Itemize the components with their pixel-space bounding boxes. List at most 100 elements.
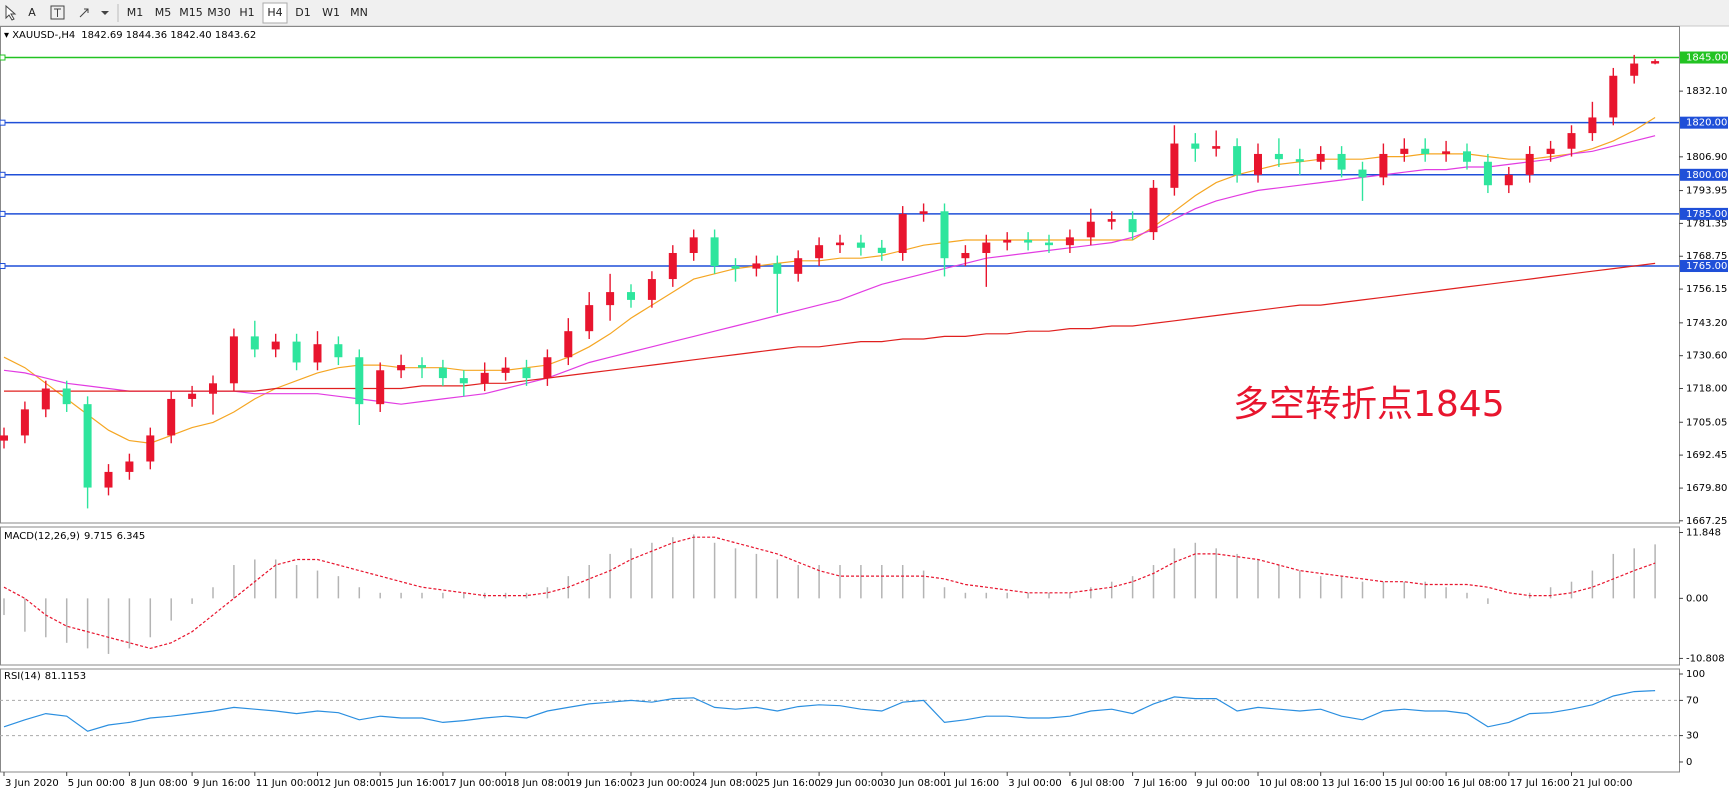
candle-body — [418, 365, 426, 368]
x-tick-label: 15 Jun 16:00 — [381, 778, 445, 789]
x-tick-label: 9 Jul 00:00 — [1196, 778, 1250, 789]
rsi-line — [3, 690, 1656, 732]
x-tick-label: 6 Jul 08:00 — [1071, 778, 1125, 789]
y-tick-label: 1705.05 — [1686, 417, 1727, 428]
candle-body — [167, 398, 176, 436]
level-label-bg — [1680, 260, 1728, 273]
candle-body — [1065, 237, 1074, 246]
candle-body — [1274, 153, 1283, 160]
candle-body — [1128, 219, 1137, 233]
candle-body — [1630, 63, 1639, 76]
candle-body — [982, 242, 991, 253]
x-tick-label: 30 Jun 08:00 — [883, 778, 947, 789]
candle-body — [83, 404, 92, 488]
candle-body — [292, 341, 301, 363]
y-tick-label: 1781.35 — [1686, 218, 1727, 229]
candle-body — [1358, 169, 1367, 178]
candle-body — [794, 258, 803, 274]
y-tick-label: 1730.60 — [1686, 351, 1727, 362]
candle-body — [125, 461, 134, 472]
candle-body — [20, 409, 29, 436]
candle-body — [334, 344, 343, 358]
candle-body — [961, 252, 970, 259]
candle-body — [397, 365, 406, 371]
candle-body — [1233, 146, 1242, 175]
candle-body — [898, 213, 907, 253]
candle-body — [836, 242, 844, 246]
timeframe-button[interactable]: MN — [350, 6, 368, 19]
moving-average — [3, 135, 1656, 405]
candle-body — [773, 263, 782, 274]
candle-body — [1567, 133, 1576, 149]
candle-body — [501, 367, 510, 373]
candle-body — [1024, 239, 1033, 243]
candle-body — [355, 357, 364, 405]
timeframes: M1 M5 M15 M30 H1 H4 D1 W1 MN — [127, 2, 368, 24]
annotation: 多空转折点1845 — [1233, 384, 1505, 425]
candle-body — [856, 242, 865, 248]
objects-tool[interactable] — [79, 8, 109, 18]
x-tick-label: 7 Jul 16:00 — [1134, 778, 1188, 789]
rsi-title: RSI(14) — [4, 671, 41, 682]
level-label: 1800.00 — [1686, 170, 1727, 181]
candle-body — [250, 336, 259, 350]
symbol: ▾ — [4, 30, 12, 41]
y-tick-label: 0.00 — [1686, 593, 1708, 604]
y-tick-label: 1718.00 — [1686, 384, 1727, 395]
candle-body — [1254, 153, 1262, 175]
text-tool[interactable]: A — [28, 6, 36, 19]
timeframe-button[interactable]: H1 — [239, 6, 254, 19]
timeframe-button[interactable]: M30 — [207, 6, 231, 19]
x-tick-label: 17 Jun 00:00 — [444, 778, 508, 789]
y-tick-label: 1667.25 — [1686, 516, 1727, 527]
cursor-icon[interactable] — [5, 4, 17, 21]
y-tick-label: 100 — [1686, 669, 1705, 680]
level-handle — [0, 210, 6, 217]
level-handle — [0, 119, 6, 126]
y-tick-label: 1743.20 — [1686, 318, 1727, 329]
candle-body — [146, 435, 155, 462]
x-tick-label: 8 Jun 08:00 — [130, 778, 187, 789]
timeframe-button[interactable]: W1 — [322, 6, 340, 19]
candle-body — [564, 331, 573, 358]
candle-body — [313, 344, 322, 363]
y-tick-label: 1806.90 — [1686, 152, 1727, 163]
x-tick-label: 25 Jun 16:00 — [757, 778, 821, 789]
y-tick-label: 1768.75 — [1686, 251, 1727, 262]
timeframe-button[interactable]: M15 — [179, 6, 203, 19]
x-tick-label: 1 Jul 16:00 — [946, 778, 1000, 789]
y-tick-label: -10.808 — [1686, 653, 1725, 664]
candle-body — [1107, 219, 1116, 222]
x-tick-label: 19 Jun 16:00 — [569, 778, 633, 789]
candle-body — [62, 388, 71, 405]
candle-body — [752, 263, 761, 269]
timeframe-button[interactable]: D1 — [295, 6, 310, 19]
x-tick-label: 29 Jun 00:00 — [820, 778, 884, 789]
timeframe-button[interactable]: H4 — [267, 6, 282, 19]
x-tick-label: 3 Jul 00:00 — [1008, 778, 1062, 789]
level-label-bg — [1680, 51, 1728, 64]
timeframe-button[interactable]: M1 — [127, 6, 144, 19]
macd-header: MACD(12,26,9) 9.715 6.345 — [4, 531, 145, 542]
candle-body — [668, 252, 677, 280]
x-tick-label: 10 Jul 08:00 — [1259, 778, 1319, 789]
candle-body — [877, 247, 886, 253]
candle-body — [1504, 174, 1513, 186]
candle-body — [1003, 239, 1012, 243]
y-tick-label: 30 — [1686, 731, 1699, 742]
macd-value: 9.715 — [84, 531, 113, 542]
y-tick-label: 1679.80 — [1686, 483, 1727, 494]
candle-body — [522, 367, 531, 379]
candle-body — [1295, 159, 1304, 162]
panel-frame — [0, 26, 1680, 524]
candle-body — [1337, 153, 1346, 170]
candle-body — [1212, 146, 1221, 149]
candle-body — [1316, 153, 1325, 162]
timeframe-button[interactable]: M5 — [155, 6, 172, 19]
label-tool[interactable] — [50, 5, 65, 20]
y-tick-label: 1756.15 — [1686, 284, 1727, 295]
level-label: 1785.00 — [1686, 209, 1727, 220]
candle-body — [585, 305, 594, 332]
